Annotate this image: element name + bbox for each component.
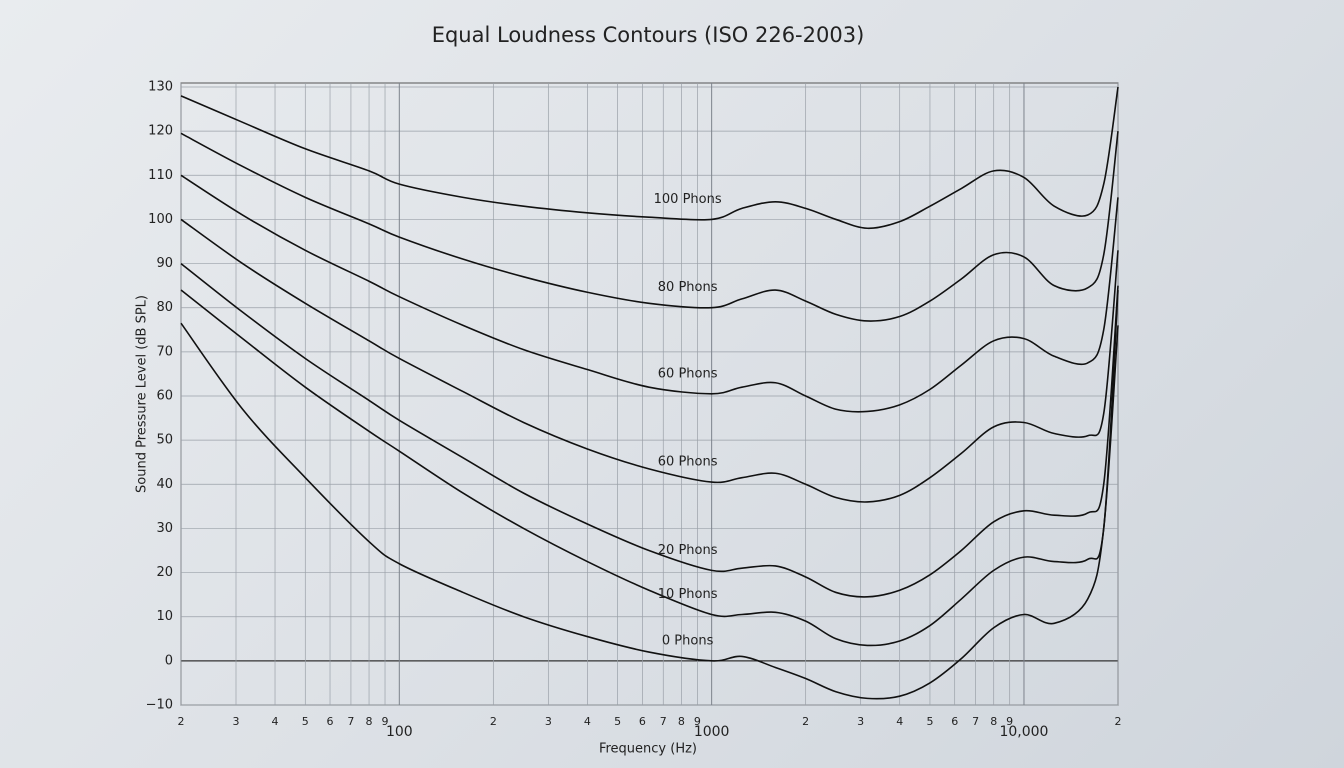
y-tick-label: 130 [148, 80, 173, 95]
y-tick-label: 30 [156, 521, 173, 536]
x-tick-label: 9 [382, 715, 389, 728]
x-tick-label: 6 [327, 715, 334, 728]
contour-line [180, 218, 1119, 503]
y-tick-label: 40 [156, 477, 173, 492]
y-tick-label: 120 [148, 124, 173, 139]
x-tick-label: 5 [614, 715, 621, 728]
y-tick-label: 60 [156, 389, 173, 404]
x-tick-label: 2 [1115, 715, 1122, 728]
x-tick-label: 9 [1006, 715, 1013, 728]
x-tick-label: 2 [490, 715, 497, 728]
contour-label: 10 Phons [658, 587, 718, 602]
x-tick-label: 4 [272, 715, 279, 728]
contour-label: 100 Phons [654, 192, 722, 207]
contour-line [180, 262, 1119, 598]
x-tick-label: 2 [802, 715, 809, 728]
contour-label: 60 Phons [658, 366, 718, 381]
y-tick-label: −10 [146, 698, 173, 713]
y-tick-label: 20 [156, 565, 173, 580]
y-tick-label: 90 [156, 256, 173, 271]
x-tick-label: 5 [926, 715, 933, 728]
x-tick-label: 100 [386, 724, 413, 740]
x-tick-label: 9 [694, 715, 701, 728]
x-axis-label: Frequency (Hz) [599, 742, 697, 757]
y-tick-label: 100 [148, 212, 173, 227]
plot-frame [180, 82, 1119, 706]
x-tick-label: 4 [584, 715, 591, 728]
x-tick-label: 3 [857, 715, 864, 728]
x-tick-label: 7 [347, 715, 354, 728]
y-tick-label: 0 [165, 653, 173, 668]
y-tick-label: 70 [156, 344, 173, 359]
x-tick-label: 6 [639, 715, 646, 728]
y-tick-label: 80 [156, 300, 173, 315]
chart-title: Equal Loudness Contours (ISO 226-2003) [432, 23, 865, 47]
contour-label: 60 Phons [658, 455, 718, 470]
x-tick-label: 7 [972, 715, 979, 728]
y-tick-label: 10 [156, 609, 173, 624]
x-tick-label: 8 [678, 715, 685, 728]
x-tick-label: 1000 [694, 724, 730, 740]
contour-line [180, 174, 1119, 413]
y-tick-label: 110 [148, 168, 173, 183]
contour-label: 80 Phons [658, 280, 718, 295]
x-tick-label: 2 [178, 715, 185, 728]
x-tick-label: 4 [896, 715, 903, 728]
contour-line [180, 86, 1119, 230]
x-tick-label: 6 [951, 715, 958, 728]
x-tick-label: 8 [990, 715, 997, 728]
contour-line [180, 289, 1119, 647]
x-tick-label: 8 [366, 715, 373, 728]
contour-line [180, 131, 1119, 322]
contour-label: 0 Phons [662, 633, 714, 648]
x-tick-label: 10,000 [999, 724, 1048, 740]
y-axis-label: Sound Pressure Level (dB SPL) [135, 295, 150, 493]
contour-line [180, 322, 1119, 700]
x-tick-label: 3 [232, 715, 239, 728]
contour-label: 20 Phons [658, 543, 718, 558]
x-tick-label: 3 [545, 715, 552, 728]
x-tick-label: 5 [302, 715, 309, 728]
y-tick-label: 50 [156, 433, 173, 448]
x-tick-label: 7 [660, 715, 667, 728]
